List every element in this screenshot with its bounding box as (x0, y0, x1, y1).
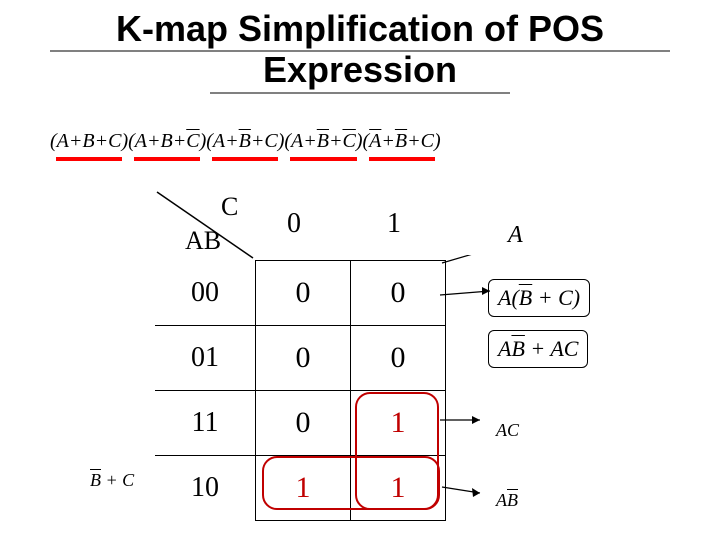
title-rule-2 (210, 92, 510, 94)
kmap: C AB 0 1 00 0 0 01 0 0 11 0 1 10 1 (155, 190, 455, 260)
term-2: (A+B+C) (128, 130, 206, 153)
title-line-1: K-map Simplification of POS (116, 8, 604, 49)
pos-expression: (A+B+C)(A+B+C)(A+B+C)(A+B+C)(A+B+C) (50, 130, 441, 153)
term-5: (A+B+C) (363, 130, 441, 153)
label-A: A (508, 222, 523, 249)
col-label-1: 1 (387, 208, 401, 240)
arrow-to-A (442, 255, 483, 263)
term-1: (A+B+C) (50, 130, 128, 153)
term-4: (A+B+C) (284, 130, 362, 153)
group-col1-11-10 (356, 393, 438, 509)
title-line-2: Expression (263, 49, 457, 90)
label-result: AB + AC (498, 336, 578, 362)
label-ab: AB (496, 490, 518, 511)
label-group: A(B + C) (498, 285, 580, 311)
col-var-label: C (221, 192, 238, 222)
col-label-0: 0 (287, 208, 301, 240)
row-var-label: AB (185, 226, 221, 256)
group-row10 (263, 457, 439, 509)
title-rule-1 (50, 50, 670, 52)
label-b-plus-c: B + C (90, 470, 134, 491)
term-3: (A+B+C) (206, 130, 284, 153)
label-ac: AC (496, 420, 519, 441)
